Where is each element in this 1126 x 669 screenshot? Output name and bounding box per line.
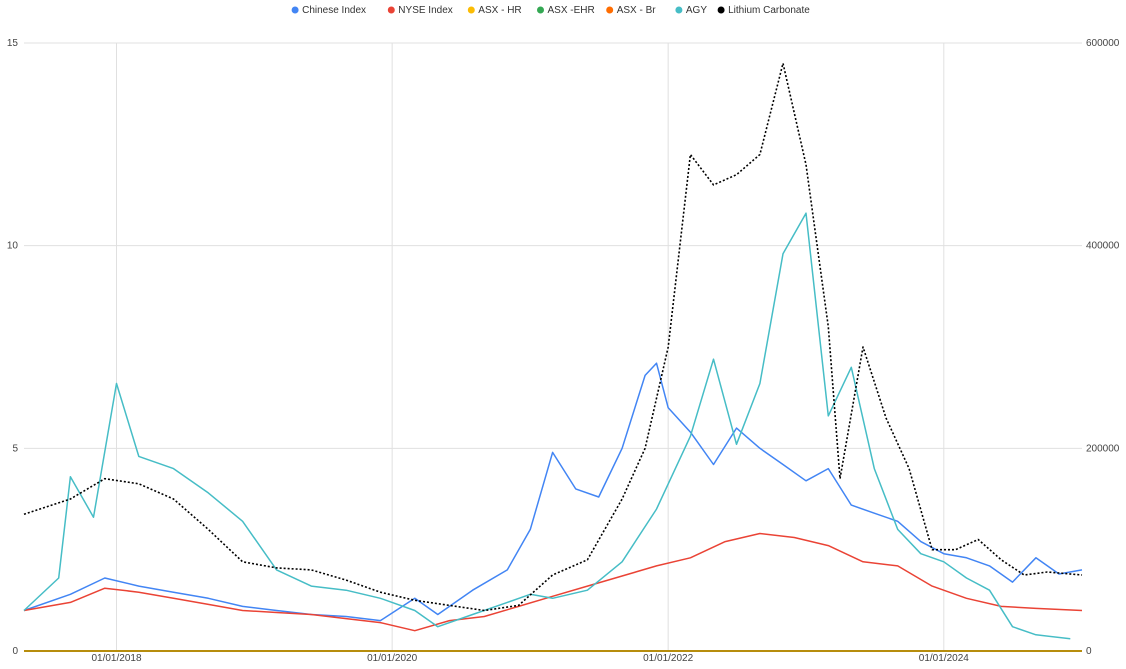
legend-label-asx-hr: ASX - HR <box>478 5 521 16</box>
y-left-tick-label: 15 <box>7 38 19 49</box>
y-left-tick-label: 0 <box>12 646 18 657</box>
legend-marker-agy <box>675 6 683 14</box>
x-tick-label: 01/01/2024 <box>919 653 969 664</box>
y-right-tick-label: 0 <box>1086 646 1092 657</box>
y-right-tick-label: 200000 <box>1086 443 1120 454</box>
series-line-nyse-index <box>23 532 1083 632</box>
legend-label-chinese-index: Chinese Index <box>302 5 366 16</box>
legend-marker-lithium-carbonate <box>717 6 725 14</box>
legend: Chinese Index NYSE Index ASX - HR ASX -EHR A… <box>291 5 810 16</box>
legend-marker-chinese-index <box>291 6 299 14</box>
legend-label-asx-ehr: ASX -EHR <box>548 5 595 16</box>
series-line-agy <box>23 212 1071 640</box>
legend-marker-nyse-index <box>387 6 395 14</box>
legend-marker-asx-hr <box>467 6 475 14</box>
legend-label-agy: AGY <box>686 5 707 16</box>
legend-label-asx-br: ASX - Br <box>617 5 657 16</box>
y-left-tick-label: 5 <box>12 443 18 454</box>
series-line-lithium-carbonate <box>23 62 1083 612</box>
y-right-tick-label: 400000 <box>1086 241 1120 252</box>
y-right-tick-label: 600000 <box>1086 38 1120 49</box>
x-tick-label: 01/01/2018 <box>91 653 141 664</box>
y-left-tick-label: 10 <box>7 241 19 252</box>
grid <box>24 42 1082 651</box>
legend-marker-asx-ehr <box>537 6 544 14</box>
legend-label-lithium-carbonate: Lithium Carbonate <box>728 5 810 16</box>
axes: 0 5 10 15 0 200000 400000 600000 01/01/2018 01/01… <box>7 38 1120 664</box>
series-line-chinese-index <box>23 362 1083 622</box>
legend-label-nyse-index: NYSE Index <box>398 5 452 16</box>
legend-marker-asx-br <box>606 6 614 14</box>
plot-area <box>23 62 1083 652</box>
x-tick-label: 01/01/2020 <box>367 653 417 664</box>
x-tick-label: 01/01/2022 <box>643 653 693 664</box>
